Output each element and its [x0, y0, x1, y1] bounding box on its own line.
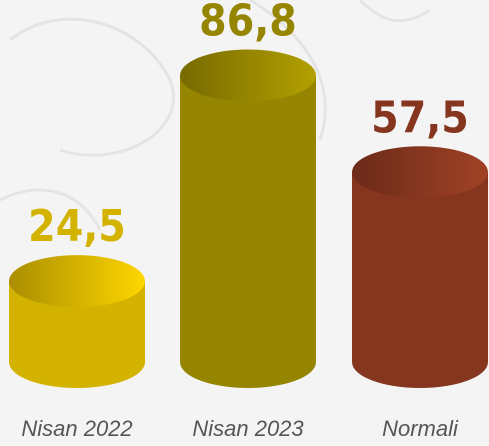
value-label: 24,5	[28, 201, 126, 252]
background-decoration	[0, 0, 431, 231]
cylinder-body	[180, 75, 316, 388]
value-label: 57,5	[371, 92, 469, 143]
value-label: 86,8	[199, 0, 297, 47]
cylinder-top	[352, 146, 488, 199]
category-label: Nisan 2023	[192, 416, 304, 441]
cylinder-body	[352, 172, 488, 388]
category-label: Normali	[382, 416, 459, 441]
cylinder-body	[9, 281, 145, 388]
cylinder-top	[9, 255, 145, 308]
cylinder-top	[180, 49, 316, 102]
category-label: Nisan 2022	[21, 416, 132, 441]
